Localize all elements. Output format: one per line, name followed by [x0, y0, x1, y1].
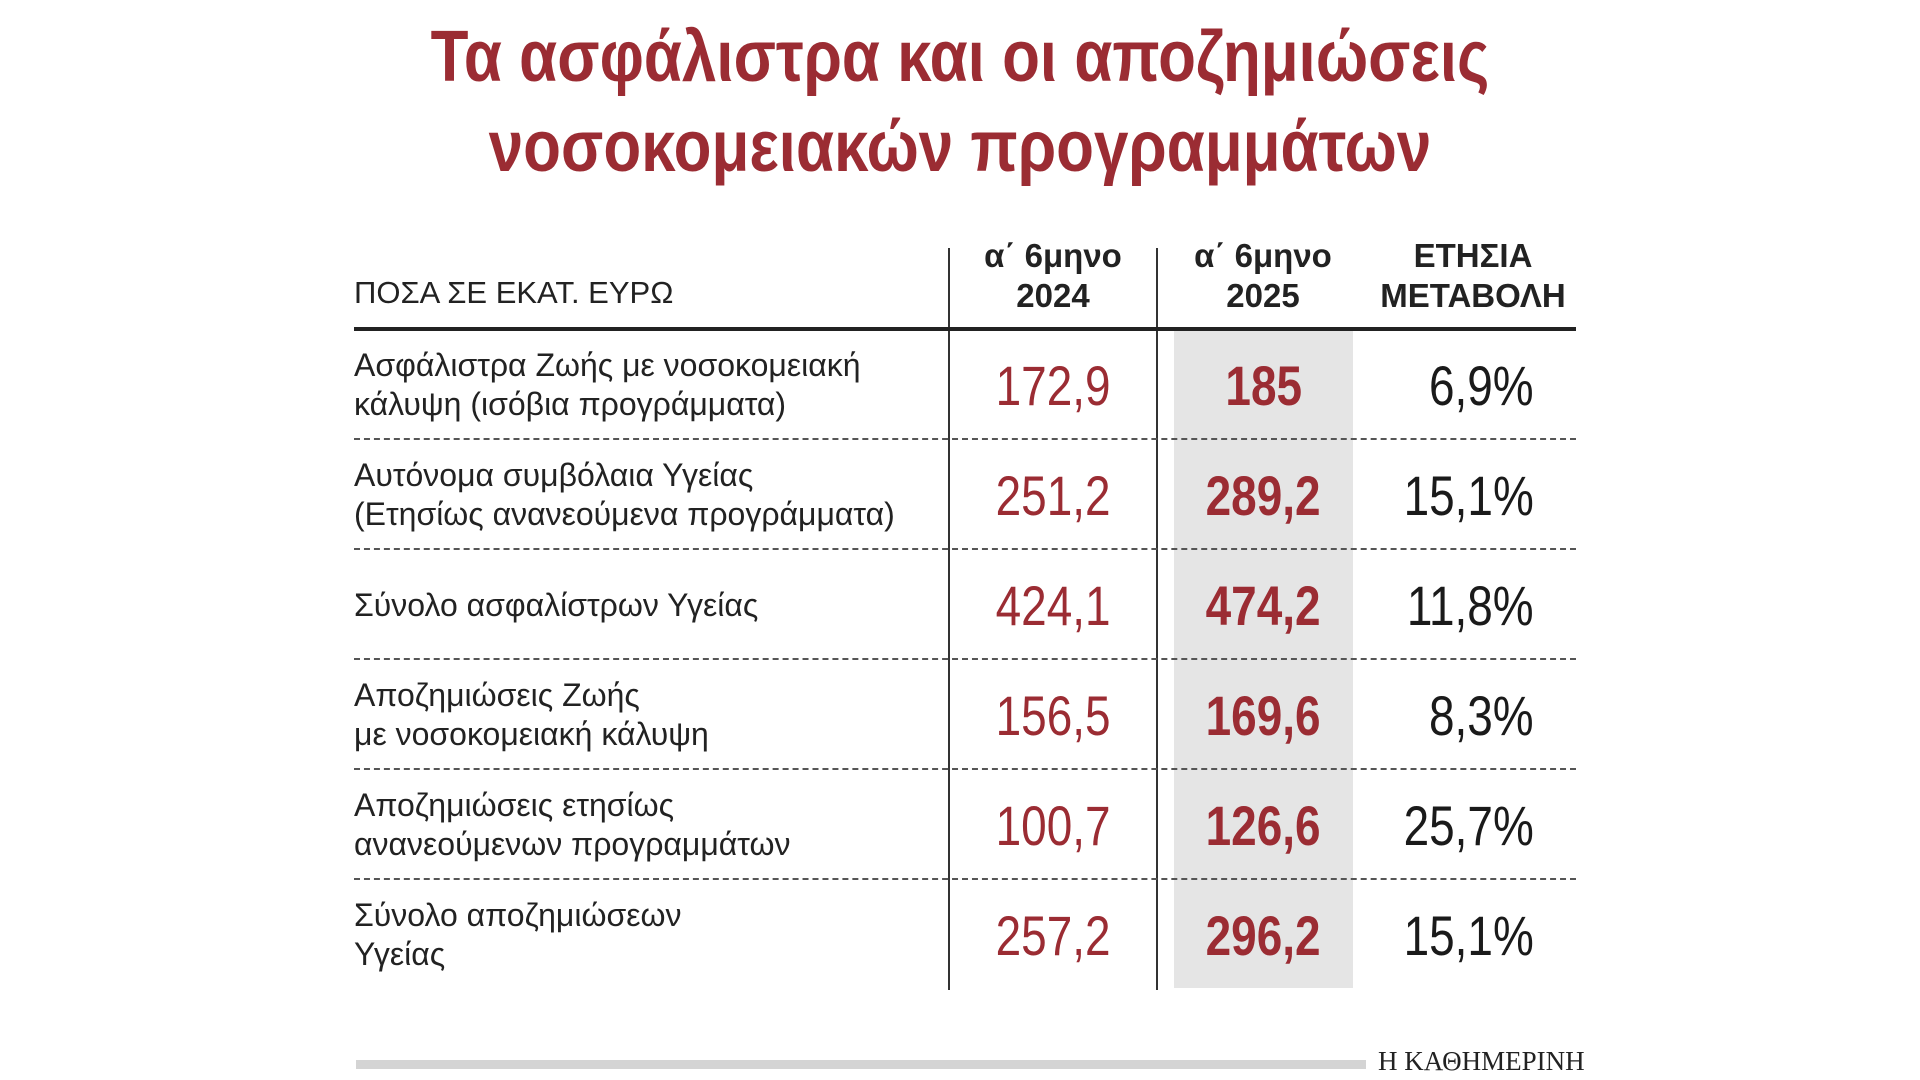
value-2025: 185: [1225, 353, 1302, 417]
data-table: ΠΟΣΑ ΣΕ ΕΚΑΤ. ΕΥΡΩ α΄ 6μηνο 2024 α΄ 6μην…: [354, 230, 1576, 995]
column-divider-2: [1156, 248, 1158, 990]
row-separator: [354, 878, 1576, 880]
annual-change-cell: 6,9%: [1370, 330, 1576, 440]
row-label: Αυτόνομα συμβόλαια Υγείας (Ετησίως ανανεο…: [354, 440, 939, 550]
value-2025-cell: 474,2: [1174, 550, 1353, 660]
unit-label: ΠΟΣΑ ΣΕ ΕΚΑΤ. ΕΥΡΩ: [354, 275, 674, 310]
column-header-2025: α΄ 6μηνο 2025: [1158, 236, 1368, 316]
row-label: Ασφάλιστρα Ζωής με νοσοκομειακή κάλυψη (ι…: [354, 330, 939, 440]
row-label: Σύνολο αποζημιώσεων Υγείας: [354, 880, 939, 990]
value-2025-cell: 289,2: [1174, 440, 1353, 550]
column-header-2025-line-2: 2025: [1226, 277, 1300, 314]
value-2025: 126,6: [1206, 793, 1321, 857]
value-2024: 257,2: [995, 903, 1111, 967]
value-2024: 100,7: [995, 793, 1111, 857]
column-header-2025-line-1: α΄ 6μηνο: [1194, 237, 1332, 274]
value-2024-cell: 156,5: [950, 660, 1156, 770]
table-row: Ασφάλιστρα Ζωής με νοσοκομειακή κάλυψη (ι…: [354, 330, 1576, 440]
row-label-line: Σύνολο ασφαλίστρων Υγείας: [354, 586, 759, 623]
value-2025: 474,2: [1206, 573, 1321, 637]
value-2024: 424,1: [995, 573, 1111, 637]
value-2024-cell: 251,2: [950, 440, 1156, 550]
chart-title-line-2: νοσοκομειακών προγραμμάτων: [488, 107, 1432, 187]
row-separator: [354, 438, 1576, 440]
annual-change: 8,3%: [1429, 683, 1534, 747]
table-row: Σύνολο ασφαλίστρων Υγείας 424,1 474,2 11,8%: [354, 550, 1576, 660]
row-separator: [354, 548, 1576, 550]
column-header-change-line-1: ΕΤΗΣΙΑ: [1413, 237, 1533, 274]
value-2024-cell: 100,7: [950, 770, 1156, 880]
chart-title-line-1: Τα ασφάλιστρα και οι αποζημιώσεις: [430, 17, 1490, 97]
column-header-2024-line-1: α΄ 6μηνο: [984, 237, 1122, 274]
row-label-line: Αποζημιώσεις Ζωής: [354, 677, 640, 713]
chart-title: Τα ασφάλιστρα και οι αποζημιώσεις νοσοκο…: [134, 12, 1785, 192]
annual-change: 11,8%: [1407, 573, 1534, 637]
header-rule: [354, 327, 1576, 331]
column-header-2024: α΄ 6μηνο 2024: [950, 236, 1156, 316]
row-label-line: με νοσοκομειακή κάλυψη: [354, 716, 709, 752]
column-divider-1: [948, 248, 950, 990]
row-label-line: ανανεούμενων προγραμμάτων: [354, 826, 791, 862]
annual-change-cell: 11,8%: [1370, 550, 1576, 660]
value-2025: 169,6: [1206, 683, 1321, 747]
row-separator: [354, 658, 1576, 660]
value-2025-cell: 296,2: [1174, 880, 1353, 990]
row-label-line: Αποζημιώσεις ετησίως: [354, 787, 675, 823]
annual-change: 15,1%: [1403, 463, 1534, 527]
publisher-credit: Η ΚΑΘΗΜΕΡΙΝΗ: [1378, 1046, 1585, 1076]
row-label-line: κάλυψη (ισόβια προγράμματα): [354, 386, 787, 422]
value-2024: 156,5: [995, 683, 1111, 747]
annual-change: 25,7%: [1403, 793, 1534, 857]
row-label-line: Αυτόνομα συμβόλαια Υγείας: [354, 457, 754, 493]
row-label: Αποζημιώσεις Ζωής με νοσοκομειακή κάλυψη: [354, 660, 939, 770]
row-separator: [354, 768, 1576, 770]
annual-change-cell: 15,1%: [1370, 440, 1576, 550]
row-label-line: Υγείας: [354, 936, 446, 972]
column-header-change-line-2: ΜΕΤΑΒΟΛΗ: [1380, 277, 1566, 314]
value-2025: 289,2: [1206, 463, 1321, 527]
value-2024-cell: 257,2: [950, 880, 1156, 990]
row-label: Σύνολο ασφαλίστρων Υγείας: [354, 550, 939, 660]
annual-change: 6,9%: [1429, 353, 1534, 417]
annual-change: 15,1%: [1403, 903, 1534, 967]
row-label-line: (Ετησίως ανανεούμενα προγράμματα): [354, 496, 895, 532]
table-row: Σύνολο αποζημιώσεων Υγείας 257,2 296,2 15,1%: [354, 880, 1576, 990]
value-2025-cell: 126,6: [1174, 770, 1353, 880]
value-2025: 296,2: [1206, 903, 1321, 967]
annual-change-cell: 8,3%: [1370, 660, 1576, 770]
table-row: Αποζημιώσεις Ζωής με νοσοκομειακή κάλυψη 1…: [354, 660, 1576, 770]
row-label-line: Σύνολο αποζημιώσεων: [354, 897, 682, 933]
column-header-change: ΕΤΗΣΙΑ ΜΕΤΑΒΟΛΗ: [1370, 236, 1576, 316]
footer-bar: [356, 1060, 1366, 1069]
table-row: Αυτόνομα συμβόλαια Υγείας (Ετησίως ανανεο…: [354, 440, 1576, 550]
row-label: Αποζημιώσεις ετησίως ανανεούμενων προγραμ…: [354, 770, 939, 880]
value-2025-cell: 169,6: [1174, 660, 1353, 770]
value-2024: 172,9: [995, 353, 1111, 417]
column-header-2024-line-2: 2024: [1016, 277, 1090, 314]
value-2024-cell: 172,9: [950, 330, 1156, 440]
row-label-line: Ασφάλιστρα Ζωής με νοσοκομειακή: [354, 347, 861, 383]
annual-change-cell: 25,7%: [1370, 770, 1576, 880]
table-row: Αποζημιώσεις ετησίως ανανεούμενων προγραμ…: [354, 770, 1576, 880]
value-2024-cell: 424,1: [950, 550, 1156, 660]
annual-change-cell: 15,1%: [1370, 880, 1576, 990]
value-2025-cell: 185: [1174, 330, 1353, 440]
value-2024: 251,2: [995, 463, 1111, 527]
